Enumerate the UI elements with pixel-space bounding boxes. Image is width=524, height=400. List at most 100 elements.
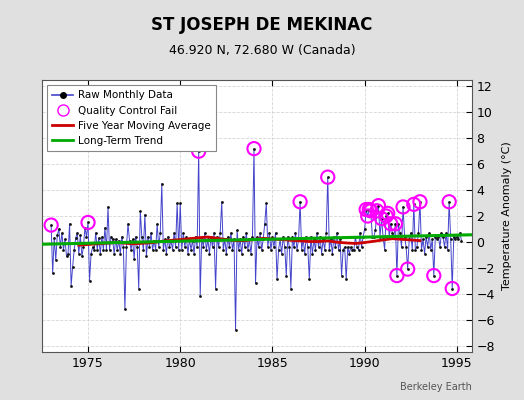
Point bbox=[339, 246, 347, 253]
Point bbox=[213, 234, 221, 240]
Point bbox=[344, 244, 352, 250]
Point bbox=[454, 236, 463, 242]
Point bbox=[296, 198, 304, 205]
Point bbox=[319, 236, 328, 242]
Point bbox=[125, 238, 134, 244]
Point bbox=[425, 230, 433, 236]
Point bbox=[193, 244, 201, 250]
Point bbox=[313, 230, 321, 236]
Point bbox=[323, 174, 332, 180]
Point bbox=[268, 234, 277, 240]
Point bbox=[239, 234, 247, 240]
Point bbox=[337, 272, 346, 279]
Point bbox=[234, 246, 243, 253]
Point bbox=[81, 224, 89, 231]
Point bbox=[105, 246, 114, 253]
Y-axis label: Temperature Anomaly (°C): Temperature Anomaly (°C) bbox=[502, 142, 512, 290]
Point bbox=[207, 234, 215, 240]
Point bbox=[299, 236, 308, 242]
Point bbox=[359, 234, 367, 240]
Point bbox=[267, 246, 275, 253]
Point bbox=[283, 234, 292, 240]
Point bbox=[302, 234, 310, 240]
Point bbox=[56, 244, 64, 250]
Point bbox=[87, 250, 95, 257]
Point bbox=[64, 250, 72, 257]
Point bbox=[250, 146, 258, 152]
Point bbox=[445, 198, 453, 205]
Point bbox=[185, 236, 194, 242]
Point bbox=[416, 198, 424, 205]
Point bbox=[148, 246, 157, 253]
Point bbox=[279, 234, 287, 240]
Point bbox=[97, 234, 106, 240]
Point bbox=[211, 285, 220, 292]
Point bbox=[399, 204, 407, 210]
Point bbox=[307, 234, 315, 240]
Point bbox=[445, 198, 453, 205]
Point bbox=[84, 219, 92, 226]
Point bbox=[214, 244, 223, 250]
Point bbox=[382, 213, 390, 219]
Point bbox=[290, 244, 298, 250]
Point bbox=[400, 234, 409, 240]
Point bbox=[133, 244, 141, 250]
Point bbox=[117, 234, 126, 240]
Point bbox=[74, 250, 83, 257]
Point bbox=[196, 293, 204, 300]
Point bbox=[367, 208, 375, 214]
Point bbox=[328, 250, 336, 257]
Point bbox=[387, 220, 395, 227]
Point bbox=[397, 244, 406, 250]
Point bbox=[121, 306, 129, 312]
Point bbox=[69, 263, 77, 270]
Point bbox=[280, 244, 289, 250]
Point bbox=[271, 230, 280, 236]
Point bbox=[387, 220, 395, 227]
Point bbox=[382, 213, 390, 219]
Point bbox=[451, 236, 460, 242]
Point bbox=[430, 272, 438, 279]
Point bbox=[130, 256, 138, 262]
Point bbox=[244, 246, 252, 253]
Point bbox=[176, 200, 184, 206]
Point bbox=[181, 244, 189, 250]
Point bbox=[201, 230, 209, 236]
Point bbox=[419, 236, 427, 242]
Point bbox=[168, 246, 177, 253]
Point bbox=[293, 246, 301, 253]
Point bbox=[362, 206, 370, 213]
Point bbox=[95, 235, 103, 241]
Point bbox=[116, 250, 125, 257]
Point bbox=[217, 198, 226, 205]
Point bbox=[51, 257, 60, 263]
Point bbox=[236, 236, 244, 242]
Point bbox=[365, 206, 374, 213]
Point bbox=[135, 285, 143, 292]
Point bbox=[256, 230, 264, 236]
Point bbox=[354, 246, 363, 253]
Point bbox=[270, 244, 278, 250]
Point bbox=[205, 250, 214, 257]
Point bbox=[104, 204, 112, 210]
Point bbox=[374, 202, 383, 209]
Point bbox=[446, 236, 455, 242]
Point bbox=[198, 234, 206, 240]
Point bbox=[49, 270, 57, 276]
Point bbox=[70, 246, 79, 253]
Point bbox=[102, 246, 111, 253]
Point bbox=[442, 230, 450, 236]
Point bbox=[369, 234, 378, 240]
Point bbox=[92, 230, 100, 236]
Point bbox=[318, 250, 326, 257]
Point bbox=[161, 236, 169, 242]
Point bbox=[78, 253, 86, 259]
Point bbox=[388, 230, 397, 236]
Point bbox=[228, 246, 237, 253]
Point bbox=[248, 234, 257, 240]
Point bbox=[291, 230, 300, 236]
Point bbox=[209, 244, 217, 250]
Point bbox=[457, 238, 466, 244]
Point bbox=[427, 246, 435, 253]
Point bbox=[308, 250, 316, 257]
